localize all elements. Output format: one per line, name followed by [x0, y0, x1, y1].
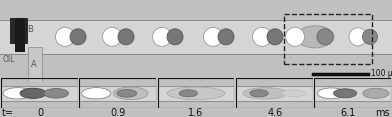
Circle shape: [179, 90, 198, 97]
Bar: [10, 18, 28, 44]
Bar: [15, 18, 25, 52]
Bar: [79, 86, 156, 101]
Circle shape: [44, 89, 68, 98]
Circle shape: [102, 27, 122, 46]
Ellipse shape: [296, 26, 334, 48]
Bar: [284, 14, 372, 64]
Text: 0: 0: [37, 108, 43, 117]
Ellipse shape: [281, 90, 306, 97]
Circle shape: [70, 29, 86, 45]
Text: 4.6: 4.6: [267, 108, 283, 117]
Circle shape: [285, 27, 305, 46]
Bar: [0, 20, 392, 54]
Circle shape: [363, 88, 389, 98]
Ellipse shape: [167, 87, 225, 100]
Bar: [1, 86, 78, 101]
Circle shape: [56, 27, 74, 46]
Text: B: B: [27, 25, 33, 34]
Circle shape: [3, 88, 32, 99]
Text: ms: ms: [376, 108, 390, 117]
Circle shape: [82, 88, 111, 99]
Circle shape: [317, 29, 333, 45]
Text: 6.1: 6.1: [340, 108, 356, 117]
Circle shape: [118, 29, 134, 45]
Circle shape: [20, 88, 46, 98]
Text: 0.9: 0.9: [111, 108, 125, 117]
Bar: [314, 86, 391, 101]
Text: t=: t=: [2, 108, 14, 117]
Text: 1.6: 1.6: [189, 108, 203, 117]
Circle shape: [318, 88, 345, 99]
Bar: [158, 86, 234, 101]
Circle shape: [203, 27, 223, 46]
Circle shape: [218, 29, 234, 45]
Text: A: A: [31, 60, 37, 69]
Text: OIL: OIL: [3, 55, 15, 64]
Circle shape: [252, 27, 272, 46]
Circle shape: [167, 29, 183, 45]
Circle shape: [349, 28, 367, 46]
Circle shape: [152, 27, 171, 46]
Circle shape: [334, 89, 357, 98]
Ellipse shape: [113, 87, 148, 100]
Bar: [28, 47, 42, 82]
Circle shape: [117, 89, 137, 97]
Bar: [236, 86, 313, 101]
Text: 100 μm: 100 μm: [371, 69, 392, 78]
Circle shape: [267, 29, 283, 45]
Circle shape: [250, 90, 268, 97]
Ellipse shape: [243, 88, 287, 99]
Circle shape: [363, 29, 377, 44]
